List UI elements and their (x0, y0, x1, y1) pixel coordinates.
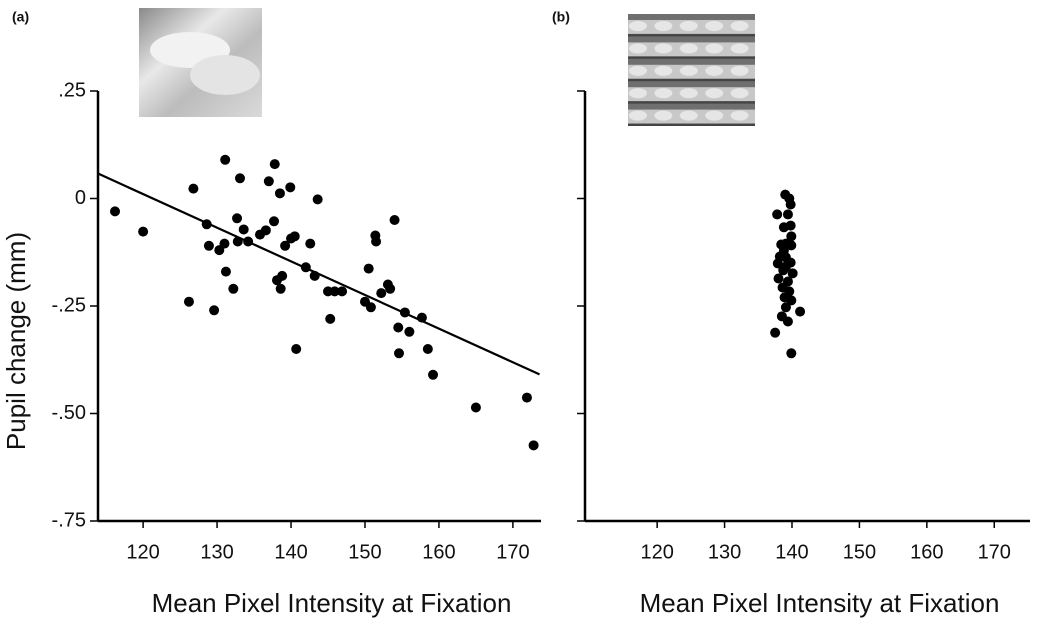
data-point (219, 238, 230, 249)
data-point (385, 283, 396, 294)
data-point (285, 182, 296, 193)
data-point (389, 215, 400, 225)
regression-line (97, 172, 540, 376)
y-tick-label: .25 (58, 79, 86, 101)
data-point (269, 159, 280, 170)
y-tick-label: 0 (75, 187, 86, 209)
data-point (787, 268, 798, 279)
data-point (404, 326, 415, 337)
x-tick-label: 120 (640, 541, 673, 563)
data-point (291, 344, 302, 354)
x-axis-title: Mean Pixel Intensity at Fixation (152, 588, 512, 618)
data-point (363, 263, 374, 274)
data-point (470, 402, 481, 413)
x-tick-label: 160 (422, 541, 455, 563)
data-point (428, 369, 439, 380)
data-point (280, 240, 291, 251)
data-point (778, 222, 789, 233)
x-tick-label: 160 (910, 541, 943, 563)
data-point (188, 183, 199, 194)
data-point (780, 302, 791, 313)
data-point (376, 288, 387, 299)
x-axis-title: Mean Pixel Intensity at Fixation (640, 588, 1000, 618)
data-point (422, 344, 433, 354)
panel-label: (a) (12, 9, 29, 25)
data-point (275, 283, 286, 294)
panel-label: (b) (552, 9, 570, 25)
data-point (110, 206, 121, 217)
data-point (786, 231, 797, 242)
data-point (365, 302, 376, 313)
y-tick-label: -.75 (52, 509, 86, 531)
y-axis-title: Pupil change (mm) (1, 232, 31, 450)
x-tick-label: 130 (200, 541, 233, 563)
data-point (770, 327, 781, 338)
data-point (289, 231, 300, 242)
x-tick-label: 150 (843, 541, 876, 563)
data-point (305, 238, 316, 249)
data-point (203, 240, 214, 251)
data-point (183, 296, 194, 307)
data-point (782, 316, 793, 327)
y-tick-label: -.50 (52, 402, 86, 424)
data-point (773, 273, 784, 284)
data-point (209, 305, 220, 316)
data-point (795, 306, 806, 317)
data-point (780, 261, 791, 272)
data-point (220, 266, 231, 277)
x-tick-label: 120 (126, 541, 159, 563)
x-tick-label: 170 (496, 541, 529, 563)
data-point (785, 199, 796, 210)
data-point (138, 226, 149, 237)
x-tick-label: 150 (348, 541, 381, 563)
stimulus-thumbnail (628, 14, 755, 126)
data-point (234, 173, 245, 184)
data-point (521, 392, 532, 403)
data-point (312, 194, 323, 205)
cloud (190, 55, 260, 95)
x-tick-label: 130 (708, 541, 741, 563)
x-tick-label: 170 (978, 541, 1011, 563)
data-point (220, 154, 231, 165)
y-tick-label: -.25 (52, 294, 86, 316)
data-point (772, 258, 783, 269)
data-point (228, 283, 239, 294)
data-point (263, 176, 274, 187)
data-point (325, 313, 336, 324)
data-point (329, 286, 340, 297)
data-point (269, 216, 280, 227)
data-point (260, 225, 271, 236)
data-point (277, 270, 288, 281)
data-point (394, 348, 405, 359)
x-tick-label: 140 (274, 541, 307, 563)
data-point (786, 240, 797, 251)
data-point (778, 245, 789, 256)
data-point (337, 286, 348, 297)
data-point (786, 348, 797, 359)
data-point (393, 322, 404, 333)
data-point (772, 209, 783, 220)
data-point (274, 188, 285, 199)
data-point (371, 236, 382, 247)
data-point (232, 213, 243, 224)
data-point (528, 440, 539, 451)
data-point (786, 295, 797, 306)
data-point (782, 209, 793, 220)
data-point (238, 224, 249, 235)
x-tick-label: 140 (775, 541, 808, 563)
